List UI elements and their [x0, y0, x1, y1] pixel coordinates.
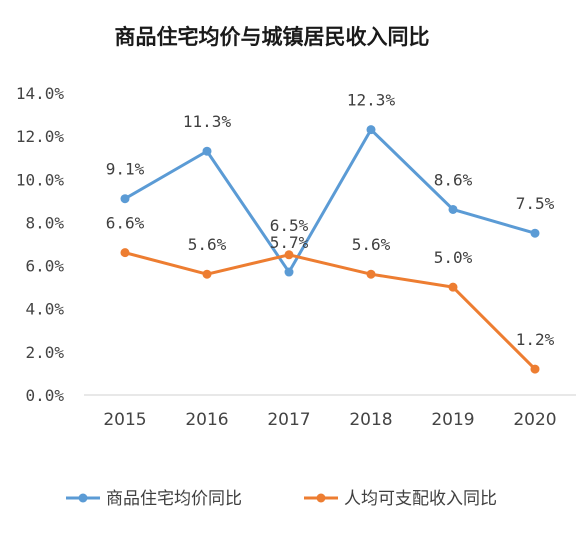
data-label: 12.3% [347, 91, 396, 110]
data-label: 9.1% [106, 160, 145, 179]
data-point [530, 364, 540, 374]
data-label: 7.5% [516, 194, 555, 213]
data-label: 8.6% [434, 170, 473, 189]
legend: 商品住宅均价同比 人均可支配收入同比 [66, 489, 497, 509]
data-point [202, 146, 212, 156]
data-label: 1.2% [516, 330, 555, 349]
data-point [366, 125, 376, 135]
legend-marker [78, 493, 88, 503]
x-tick-label: 2015 [103, 410, 146, 430]
x-tick-label: 2016 [185, 410, 228, 430]
legend-label: 商品住宅均价同比 [106, 489, 242, 509]
data-point [202, 269, 212, 279]
legend-item: 商品住宅均价同比 [66, 489, 242, 509]
data-label: 5.6% [352, 235, 391, 254]
data-label: 5.7% [270, 233, 309, 252]
x-axis: 2015 2016 2017 2018 2019 2020 [84, 394, 576, 430]
data-point [366, 269, 376, 279]
y-tick-label: 6.0% [25, 257, 64, 276]
data-point [284, 267, 294, 277]
legend-marker [316, 493, 326, 503]
x-tick-label: 2019 [431, 410, 474, 430]
data-point [448, 204, 458, 214]
data-label: 6.6% [106, 214, 145, 233]
data-point [284, 250, 294, 260]
y-tick-label: 8.0% [25, 213, 64, 232]
x-tick-label: 2018 [349, 410, 392, 430]
x-tick-label: 2020 [513, 410, 556, 430]
data-point [120, 194, 130, 204]
series-2 [120, 248, 540, 374]
data-point [448, 282, 458, 292]
data-label: 5.6% [188, 235, 227, 254]
y-axis-ticks: 0.0% 2.0% 4.0% 6.0% 8.0% 10.0% 12.0% 14.0% [16, 84, 65, 405]
y-tick-label: 10.0% [16, 170, 65, 189]
series-1 [120, 125, 540, 277]
data-labels: 9.1% 11.3% 5.7% 12.3% 8.6% 7.5% 6.6% 5.6% 6.5% 5.… [106, 91, 555, 349]
y-tick-label: 4.0% [25, 300, 64, 319]
legend-label: 人均可支配收入同比 [344, 489, 497, 509]
data-label: 11.3% [183, 112, 232, 131]
legend-item: 人均可支配收入同比 [304, 489, 497, 509]
y-tick-label: 0.0% [25, 386, 64, 405]
data-label: 5.0% [434, 248, 473, 267]
series-layer [120, 125, 540, 374]
data-point [530, 228, 540, 238]
y-tick-label: 2.0% [25, 343, 64, 362]
x-tick-label: 2017 [267, 410, 310, 430]
data-label: 6.5% [270, 216, 309, 235]
chart-title: 商品住宅均价与城镇居民收入同比 [115, 25, 430, 49]
data-point [120, 248, 130, 258]
series-line [124, 251, 537, 371]
y-tick-label: 14.0% [16, 84, 65, 103]
y-tick-label: 12.0% [16, 127, 65, 146]
series-line [124, 128, 536, 274]
